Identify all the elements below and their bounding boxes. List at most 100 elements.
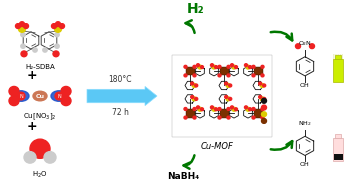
Circle shape [234,108,238,111]
Circle shape [249,108,251,111]
Circle shape [211,106,213,109]
Circle shape [19,22,24,26]
Circle shape [218,116,221,119]
Circle shape [53,51,59,57]
Bar [335,134,341,138]
Circle shape [261,108,264,110]
Circle shape [226,84,230,87]
Circle shape [9,96,19,106]
Circle shape [21,44,25,48]
Circle shape [260,97,264,101]
Text: N: N [57,94,61,98]
Circle shape [215,108,217,111]
Circle shape [184,108,187,110]
Circle shape [234,66,238,69]
Circle shape [215,66,217,69]
Circle shape [21,33,25,37]
Circle shape [232,65,236,69]
Circle shape [225,96,228,98]
Circle shape [61,96,71,106]
Text: Cu-MOF: Cu-MOF [201,142,233,151]
Circle shape [309,44,314,49]
Bar [333,154,343,160]
Bar [333,138,343,161]
Circle shape [212,107,216,111]
Bar [219,67,228,75]
Circle shape [184,74,187,77]
Circle shape [263,98,266,100]
Bar [185,67,194,75]
Circle shape [17,92,25,100]
Circle shape [212,65,216,69]
Text: 72 h: 72 h [112,108,129,118]
Circle shape [55,26,62,32]
Circle shape [252,74,255,77]
Circle shape [246,65,250,69]
Circle shape [262,119,267,123]
Circle shape [198,65,202,69]
Text: $\mathsf{NH_2}$: $\mathsf{NH_2}$ [298,119,312,128]
Circle shape [225,82,228,85]
Bar [253,67,263,75]
Circle shape [227,65,230,68]
Text: +: + [27,69,37,82]
Circle shape [211,64,213,67]
Ellipse shape [33,91,47,101]
Text: $\mathsf{H_2O}$: $\mathsf{H_2O}$ [32,170,48,180]
Circle shape [245,106,247,109]
Text: OH: OH [300,83,310,88]
Circle shape [55,33,59,37]
Bar [335,55,341,59]
Circle shape [252,108,255,110]
Text: +: + [27,120,37,133]
Circle shape [30,139,50,158]
Circle shape [44,152,56,163]
Circle shape [55,44,59,48]
Circle shape [218,65,221,68]
Circle shape [230,106,234,109]
Circle shape [262,112,267,117]
Circle shape [249,66,251,69]
Circle shape [232,107,236,111]
Circle shape [261,116,264,119]
Circle shape [21,51,27,57]
Circle shape [193,108,196,110]
Bar [253,109,263,118]
Circle shape [229,84,232,87]
Circle shape [263,84,266,87]
Bar [333,59,343,82]
Text: $\mathsf{Cu[NO_3]_2}$: $\mathsf{Cu[NO_3]_2}$ [23,111,57,122]
Circle shape [192,84,196,87]
Circle shape [184,65,187,68]
Text: 180°C: 180°C [108,75,132,84]
Circle shape [259,96,262,98]
Circle shape [245,64,247,67]
Circle shape [195,98,198,100]
Circle shape [196,106,200,109]
FancyArrow shape [87,86,157,106]
Text: $\mathsf{O_2N}$: $\mathsf{O_2N}$ [298,39,312,48]
Circle shape [191,96,194,98]
Circle shape [198,107,202,111]
Circle shape [192,97,196,101]
Circle shape [43,48,47,52]
Circle shape [230,64,234,67]
Circle shape [61,86,71,96]
Circle shape [262,98,267,103]
Text: OH: OH [300,162,310,167]
Circle shape [193,65,196,68]
Circle shape [193,74,196,77]
Circle shape [195,84,198,87]
Circle shape [218,108,221,110]
Circle shape [227,108,230,110]
Circle shape [184,116,187,119]
Circle shape [260,84,264,87]
Circle shape [259,82,262,85]
Circle shape [18,26,25,32]
Circle shape [196,64,200,67]
Circle shape [23,24,29,29]
Text: NaBH₄: NaBH₄ [167,172,199,181]
Circle shape [193,116,196,119]
Circle shape [227,116,230,119]
Bar [185,109,194,118]
